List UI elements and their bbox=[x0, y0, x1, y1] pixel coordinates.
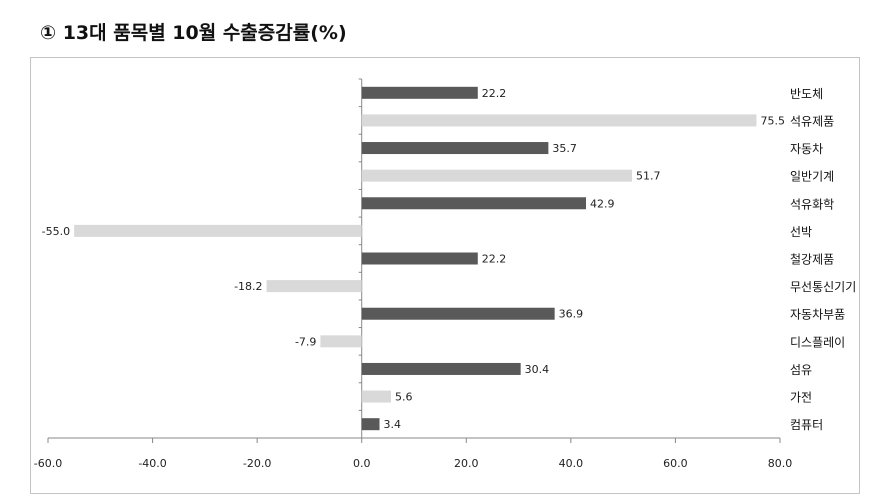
category-label: 섬유 bbox=[790, 363, 812, 377]
bar bbox=[361, 418, 380, 431]
x-tick-label: 80.0 bbox=[768, 457, 793, 470]
bar bbox=[361, 362, 521, 375]
category-label: 자동차부품 bbox=[790, 308, 845, 322]
category-label: 자동차 bbox=[790, 142, 823, 156]
data-label: 51.7 bbox=[636, 170, 661, 183]
category-label: 선박 bbox=[790, 225, 812, 239]
data-label: 22.2 bbox=[482, 87, 507, 100]
chart-title: ① 13대 품목별 10월 수출증감률(%) bbox=[40, 22, 347, 44]
category-label: 컴퓨터 bbox=[790, 418, 823, 432]
data-label: 3.4 bbox=[383, 418, 401, 431]
data-label: 5.6 bbox=[395, 391, 413, 404]
x-tick-label: 0.0 bbox=[353, 457, 371, 470]
category-label: 석유화학 bbox=[790, 197, 834, 211]
bar bbox=[361, 390, 391, 403]
category-label: 철강제품 bbox=[790, 253, 834, 267]
data-label: -7.9 bbox=[295, 335, 316, 348]
data-label: 30.4 bbox=[525, 363, 550, 376]
category-label: 석유제품 bbox=[790, 114, 834, 128]
bar bbox=[361, 307, 555, 320]
chart-frame bbox=[30, 57, 860, 494]
data-label: -18.2 bbox=[234, 280, 262, 293]
data-label: 22.2 bbox=[482, 253, 507, 266]
category-label: 디스플레이 bbox=[790, 335, 845, 349]
data-label: -55.0 bbox=[42, 225, 70, 238]
data-label: 75.5 bbox=[760, 114, 785, 127]
bar bbox=[361, 197, 587, 210]
bar bbox=[266, 280, 362, 293]
x-tick-label: 60.0 bbox=[663, 457, 688, 470]
category-label: 무선통신기기 bbox=[790, 280, 856, 294]
x-tick-label: 40.0 bbox=[559, 457, 584, 470]
data-label: 36.9 bbox=[559, 308, 584, 321]
category-label: 가전 bbox=[790, 391, 812, 405]
bar bbox=[361, 142, 549, 155]
bar bbox=[361, 169, 633, 182]
x-tick-label: 20.0 bbox=[454, 457, 479, 470]
data-label: 35.7 bbox=[552, 142, 577, 155]
x-tick-label: -40.0 bbox=[138, 457, 166, 470]
bar bbox=[320, 335, 362, 348]
data-label: 42.9 bbox=[590, 197, 615, 210]
x-tick-label: -60.0 bbox=[34, 457, 62, 470]
bar bbox=[361, 114, 757, 127]
bar bbox=[361, 252, 478, 265]
bar bbox=[74, 224, 362, 237]
bar bbox=[361, 86, 478, 99]
category-label: 반도체 bbox=[790, 87, 823, 101]
category-label: 일반기계 bbox=[790, 170, 834, 184]
x-tick-label: -20.0 bbox=[243, 457, 271, 470]
